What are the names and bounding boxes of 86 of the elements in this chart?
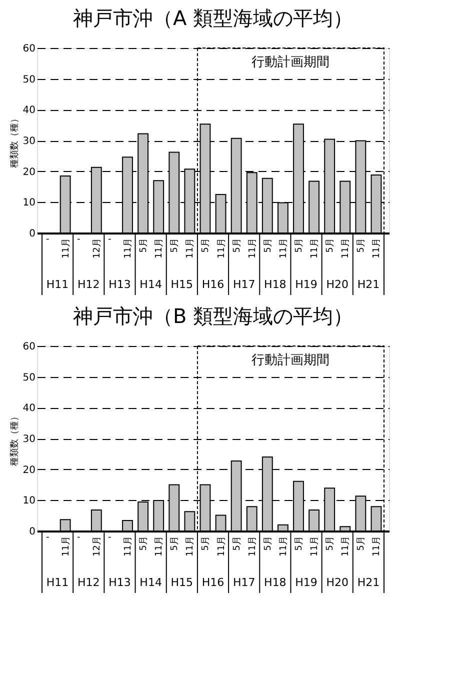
x-tick-label: 11月 — [341, 238, 352, 258]
y-tick-label: 40 — [22, 105, 36, 116]
y-tick-label: 20 — [22, 464, 36, 476]
x-tick-label: 5月 — [356, 238, 367, 253]
text: H15 — [170, 576, 194, 589]
text: H16 — [202, 576, 224, 589]
x-tick-label: 11月 — [310, 536, 320, 556]
x-tick-label: ' — [46, 536, 56, 538]
x-tick-label: 5月 — [356, 536, 367, 551]
y-axis-title: 種類数（種） — [8, 114, 20, 168]
y-tick-label: 10 — [22, 198, 36, 209]
text: H11 — [46, 278, 69, 291]
x-tick-label: 11月 — [186, 536, 196, 556]
text: H21 — [357, 576, 380, 589]
y-tick-label: 0 — [29, 526, 36, 538]
x-tick-label: 11月 — [216, 536, 227, 556]
x-tick-label: 5月 — [139, 238, 150, 253]
text: H11 — [46, 576, 69, 589]
x-tick-label: 11月 — [154, 238, 165, 258]
y-tick-label: 30 — [22, 434, 36, 445]
x-tick-label: 11月 — [372, 238, 382, 258]
y-tick-label: 40 — [22, 403, 36, 414]
text: H20 — [326, 576, 349, 589]
x-tick-label: 11月 — [186, 238, 196, 258]
x-tick-label: ' — [108, 238, 118, 240]
x-tick-label: 12月 — [92, 238, 102, 258]
text: H13 — [108, 278, 131, 291]
text: H19 — [295, 278, 318, 291]
x-tick-label: 11月 — [124, 536, 134, 556]
text: H16 — [202, 278, 224, 291]
text: H18 — [264, 576, 286, 589]
x-tick-label: 5月 — [201, 536, 212, 551]
text: H13 — [108, 576, 131, 589]
text: H12 — [77, 576, 100, 589]
y-tick-label: 60 — [22, 342, 36, 352]
x-tick-label: 5月 — [326, 536, 336, 551]
x-tick-label: 11月 — [278, 238, 289, 258]
text: H17 — [232, 278, 256, 291]
text: H14 — [140, 278, 162, 291]
x-tick-label: 11月 — [248, 536, 258, 556]
y-tick-label: 30 — [22, 136, 36, 147]
x-tick-label: 11月 — [154, 536, 165, 556]
text: H19 — [295, 576, 318, 589]
x-tick-label: 5月 — [294, 536, 304, 551]
x-tick-label: 5月 — [170, 238, 180, 253]
text: H17 — [232, 576, 256, 589]
annotation: 行動計画期間 — [252, 55, 330, 70]
x-tick-label: 5月 — [139, 536, 150, 551]
text: H12 — [77, 278, 100, 291]
x-tick-label: 5月 — [263, 238, 274, 253]
annotation: 行動計画期間 — [252, 353, 330, 368]
y-tick-label: 0 — [29, 228, 36, 240]
x-tick-label: ' — [76, 536, 87, 538]
x-tick-label: 11月 — [310, 238, 320, 258]
y-tick-label: 20 — [22, 166, 36, 178]
x-tick-label: 11月 — [372, 536, 382, 556]
x-tick-label: 5月 — [201, 238, 212, 253]
x-tick-label: 12月 — [92, 536, 102, 556]
y-axis-title: 種類数（種） — [8, 412, 20, 466]
chart-title: 神戸市沖（A 類型海域の平均） — [72, 6, 354, 30]
x-tick-label: 5月 — [232, 238, 242, 253]
text: H20 — [326, 278, 349, 291]
x-tick-label: 11月 — [248, 238, 258, 258]
x-tick-label: 5月 — [170, 536, 180, 551]
x-tick-label: ' — [76, 238, 87, 240]
y-tick-label: 50 — [22, 372, 36, 384]
y-tick-label: 60 — [22, 44, 36, 54]
x-tick-label: 11月 — [61, 536, 72, 556]
x-tick-label: 11月 — [278, 536, 289, 556]
text: H21 — [357, 278, 380, 291]
x-tick-label: 5月 — [263, 536, 274, 551]
x-tick-label: 11月 — [61, 238, 72, 258]
x-tick-label: 11月 — [216, 238, 227, 258]
x-tick-label: ' — [46, 238, 56, 240]
chart-title: 神戸市沖（B 類型海域の平均） — [72, 304, 354, 328]
x-tick-label: 11月 — [341, 536, 352, 556]
text: H14 — [140, 576, 162, 589]
y-tick-label: 50 — [22, 74, 36, 86]
x-tick-label: 5月 — [326, 238, 336, 253]
text: H15 — [170, 278, 194, 291]
x-tick-label: 5月 — [294, 238, 304, 253]
y-tick-label: 10 — [22, 496, 36, 507]
x-tick-label: ' — [108, 536, 118, 538]
x-tick-label: 5月 — [232, 536, 242, 551]
x-tick-label: 11月 — [124, 238, 134, 258]
text: H18 — [264, 278, 286, 291]
